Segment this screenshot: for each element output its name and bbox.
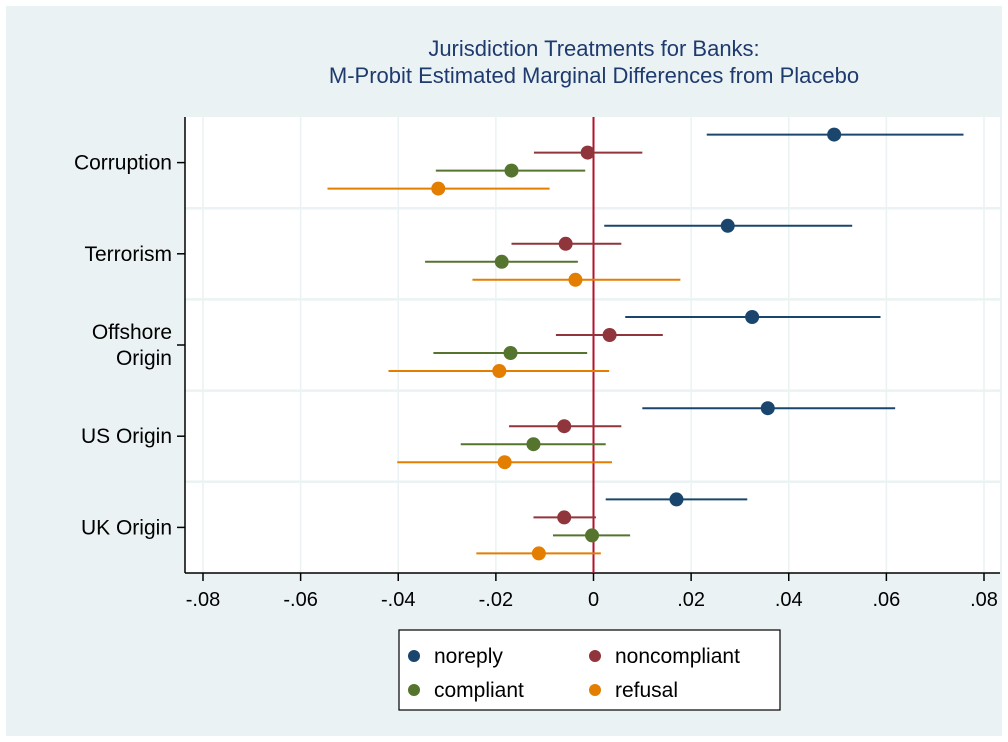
- point-noreply-us: [760, 401, 775, 416]
- point-noncompliant-offshore: [602, 328, 617, 342]
- legend-marker-refusal: [589, 684, 601, 696]
- point-compliant-offshore: [503, 346, 518, 360]
- point-compliant-uk: [585, 528, 600, 543]
- point-refusal-terrorism: [568, 272, 583, 287]
- category-label-corruption: Corruption: [74, 152, 172, 175]
- legend-label-refusal: refusal: [615, 679, 678, 702]
- point-refusal-offshore: [492, 364, 507, 378]
- point-refusal-corruption: [431, 181, 446, 196]
- legend-marker-compliant: [408, 684, 420, 696]
- category-label-terrorism: Terrorism: [85, 243, 173, 266]
- category-label-offshore: Offshore: [92, 321, 172, 344]
- point-compliant-corruption: [504, 163, 519, 178]
- point-compliant-terrorism: [494, 254, 509, 269]
- chart-title: Jurisdiction Treatments for Banks:: [428, 36, 759, 61]
- x-tick-label: .04: [775, 589, 803, 611]
- x-tick-label: -.04: [381, 589, 415, 611]
- point-noncompliant-uk: [557, 510, 572, 525]
- x-tick-label: 0: [588, 589, 599, 611]
- point-noncompliant-terrorism: [558, 236, 573, 251]
- legend-marker-noncompliant: [589, 650, 601, 662]
- x-tick-label: .02: [677, 589, 705, 611]
- x-tick-label: -.02: [479, 589, 513, 611]
- legend-label-noncompliant: noncompliant: [615, 645, 740, 668]
- point-refusal-uk: [531, 546, 546, 561]
- category-label-uk: UK Origin: [81, 516, 172, 539]
- legend-marker-noreply: [408, 650, 420, 662]
- point-compliant-us: [526, 437, 541, 452]
- point-noncompliant-us: [557, 419, 572, 434]
- x-tick-label: -.06: [283, 589, 317, 611]
- x-tick-label: .06: [872, 589, 900, 611]
- x-tick-label: .08: [970, 589, 998, 611]
- legend-label-compliant: compliant: [434, 679, 524, 702]
- point-noreply-corruption: [827, 127, 842, 142]
- point-refusal-us: [497, 455, 512, 470]
- category-label-offshore: Origin: [116, 347, 172, 370]
- legend: noreply noncompliant compliant refusal: [398, 629, 781, 711]
- chart-title-group: Jurisdiction Treatments for Banks: M-Pro…: [329, 36, 859, 88]
- chart-subtitle: M-Probit Estimated Marginal Differences …: [329, 63, 859, 88]
- point-noncompliant-corruption: [580, 145, 595, 160]
- axes: -.08 -.06 -.04 -.02 0 .02 .04 .06 .08 Corruption T…: [74, 117, 1000, 611]
- point-estimates: [431, 127, 842, 561]
- legend-box: [398, 629, 781, 711]
- category-label-us: US Origin: [81, 425, 172, 448]
- legend-label-noreply: noreply: [434, 645, 503, 668]
- x-tick-label: -.08: [186, 589, 220, 611]
- point-noreply-uk: [669, 492, 684, 507]
- point-noreply-terrorism: [720, 218, 735, 233]
- point-noreply-offshore: [745, 310, 760, 324]
